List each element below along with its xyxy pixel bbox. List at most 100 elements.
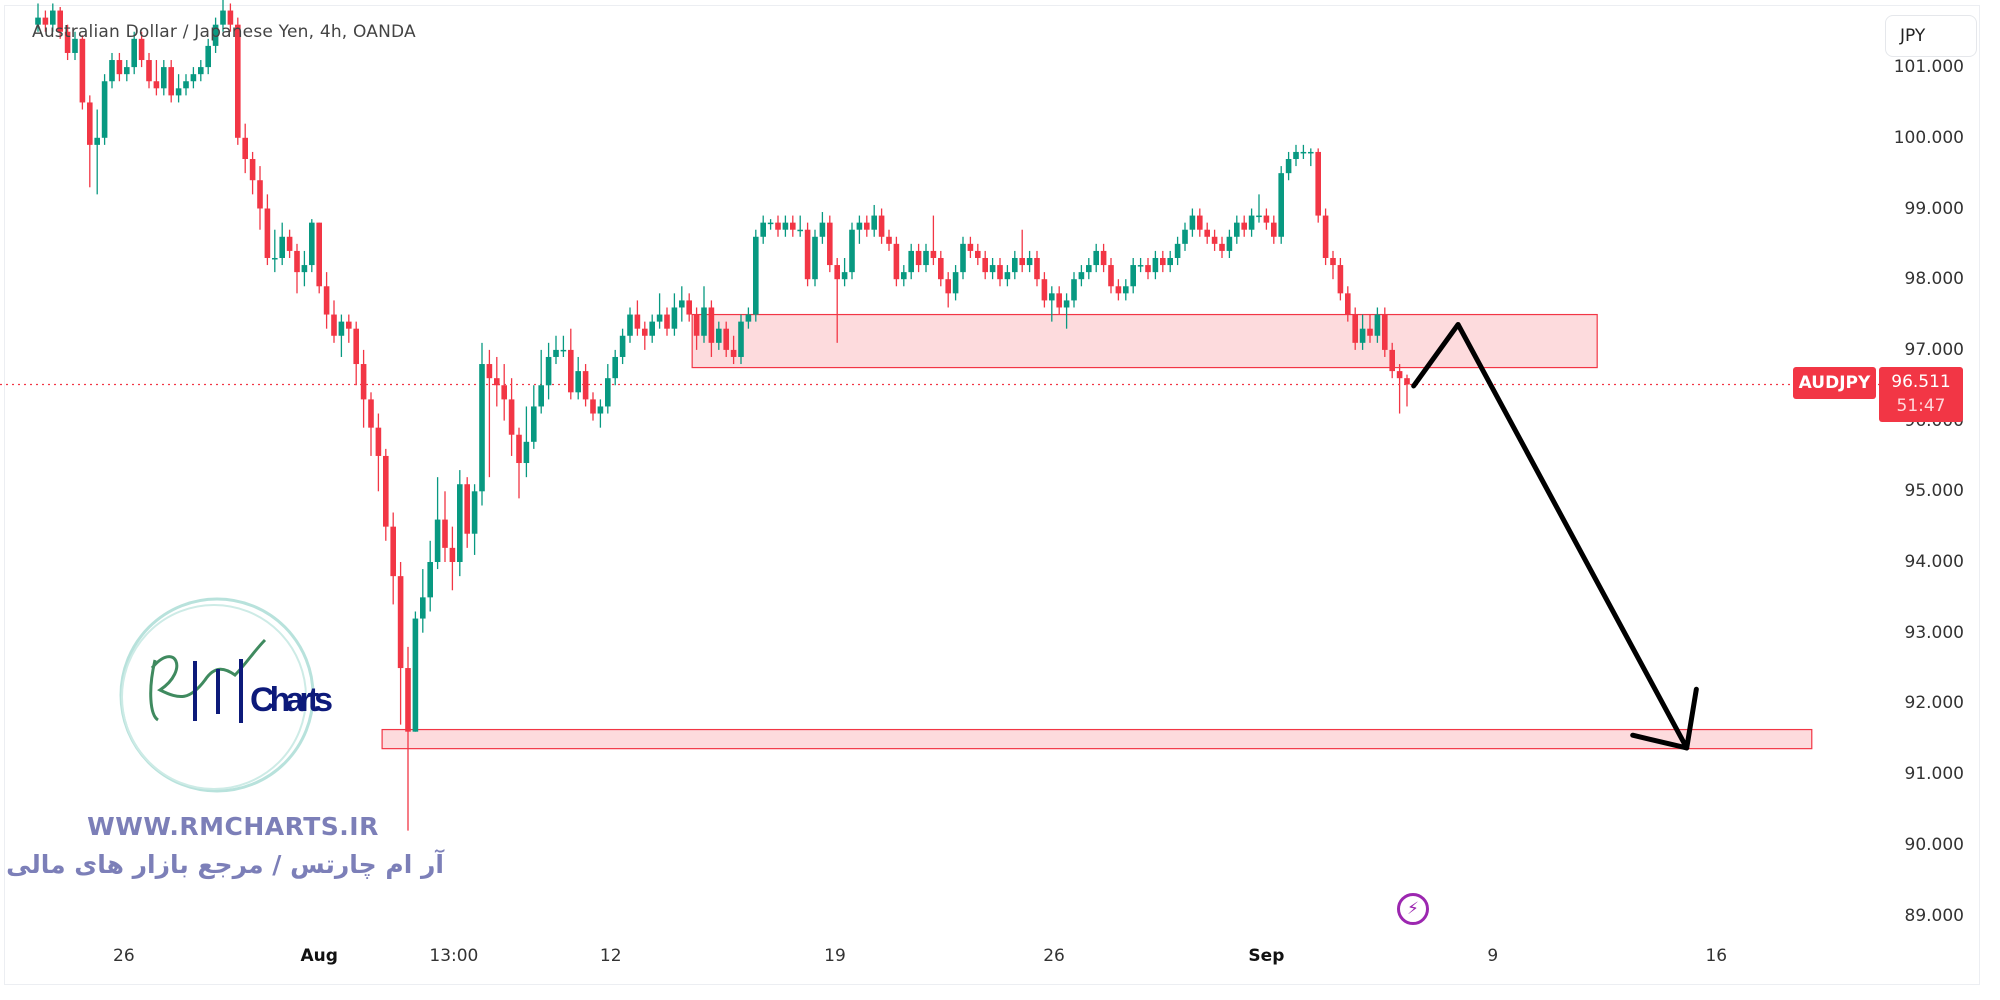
- candle: [72, 31, 78, 61]
- candle: [952, 265, 959, 301]
- lightning-icon[interactable]: ⚡: [1397, 893, 1429, 925]
- candle: [664, 307, 670, 336]
- candle: [479, 342, 485, 506]
- candle: [819, 212, 826, 244]
- candle-body: [1374, 314, 1381, 336]
- candle: [1271, 215, 1277, 244]
- candle-body: [1396, 371, 1403, 379]
- candle: [116, 52, 123, 82]
- candle-body: [708, 307, 715, 343]
- candle: [309, 219, 315, 273]
- candle-body: [257, 180, 263, 209]
- candle: [1359, 314, 1366, 350]
- candle: [671, 293, 678, 336]
- candle-body: [1034, 257, 1040, 280]
- candle-body: [146, 60, 152, 82]
- candle: [989, 257, 996, 280]
- candle: [1219, 236, 1225, 258]
- candle: [915, 243, 922, 273]
- candle: [242, 123, 248, 174]
- candle-body: [671, 307, 678, 329]
- candle: [1034, 250, 1040, 287]
- candle: [834, 257, 840, 343]
- candle: [516, 427, 522, 499]
- candle: [1056, 286, 1062, 315]
- candle-body: [886, 236, 892, 244]
- candle: [346, 314, 352, 343]
- candle-body: [1211, 236, 1218, 244]
- candle: [220, 0, 226, 32]
- candle-body: [109, 60, 115, 82]
- candle-body: [627, 314, 633, 336]
- candle-body: [390, 526, 396, 577]
- candle-body: [1137, 265, 1144, 267]
- watermark-tagline: آر ام چارتس / مرجع بازار های مالی: [6, 850, 444, 879]
- candle-body: [1123, 286, 1129, 294]
- candle: [471, 484, 478, 555]
- candle-body: [1219, 243, 1225, 251]
- chart-title: Australian Dollar / Japanese Yen, 4h, OA…: [32, 22, 416, 42]
- candle-body: [508, 399, 515, 435]
- candle: [264, 194, 271, 266]
- candle-body: [405, 668, 411, 732]
- candle-body: [1345, 293, 1351, 315]
- candle: [619, 328, 626, 365]
- candle-body: [723, 328, 729, 350]
- candle-body: [930, 250, 937, 258]
- candle-body: [915, 250, 922, 266]
- candle: [1078, 265, 1085, 287]
- candle: [168, 60, 174, 103]
- candle: [827, 215, 833, 273]
- candle: [249, 151, 256, 195]
- candle-body: [686, 300, 692, 315]
- candle-body: [989, 265, 996, 273]
- candle-body: [1145, 265, 1151, 273]
- price-tick-label: 94.000: [1904, 552, 1964, 572]
- candle-body: [804, 229, 811, 280]
- zone-rectangle: [381, 728, 1813, 750]
- candle: [449, 526, 456, 591]
- candle-body: [375, 427, 382, 456]
- candle: [124, 60, 130, 82]
- candle-body: [878, 215, 885, 237]
- candle: [390, 512, 396, 605]
- candle-body: [131, 38, 137, 68]
- candle: [508, 378, 515, 456]
- currency-button[interactable]: JPY: [1885, 15, 1977, 57]
- candle-body: [272, 257, 278, 260]
- candle-body: [1100, 250, 1107, 266]
- candle: [205, 38, 211, 75]
- candle: [101, 74, 108, 145]
- candle: [272, 229, 278, 273]
- candle: [1308, 148, 1314, 167]
- candle: [531, 385, 537, 449]
- candle: [1345, 286, 1351, 322]
- candle: [294, 243, 300, 294]
- candle: [1108, 257, 1114, 294]
- bar-countdown: 51:47: [1896, 396, 1946, 416]
- candle: [878, 208, 885, 244]
- candle-body: [420, 597, 426, 619]
- candle: [57, 7, 63, 39]
- candle-body: [767, 222, 774, 225]
- candle: [790, 215, 796, 237]
- candle-body: [619, 335, 626, 357]
- candle-body: [834, 265, 840, 280]
- candle-body: [782, 222, 789, 230]
- candle: [945, 272, 951, 308]
- candle-body: [1248, 215, 1255, 230]
- candle: [1041, 272, 1048, 308]
- candle: [138, 31, 145, 68]
- candle: [50, 3, 56, 32]
- candle: [434, 477, 441, 570]
- candle-body: [449, 547, 456, 562]
- candle-body: [1367, 328, 1373, 336]
- candle: [198, 60, 204, 82]
- candle-body: [1293, 151, 1299, 160]
- candle-body: [590, 399, 596, 414]
- candle-body: [235, 24, 241, 138]
- candle: [146, 52, 152, 89]
- candle: [642, 321, 648, 350]
- candle-body: [175, 88, 182, 96]
